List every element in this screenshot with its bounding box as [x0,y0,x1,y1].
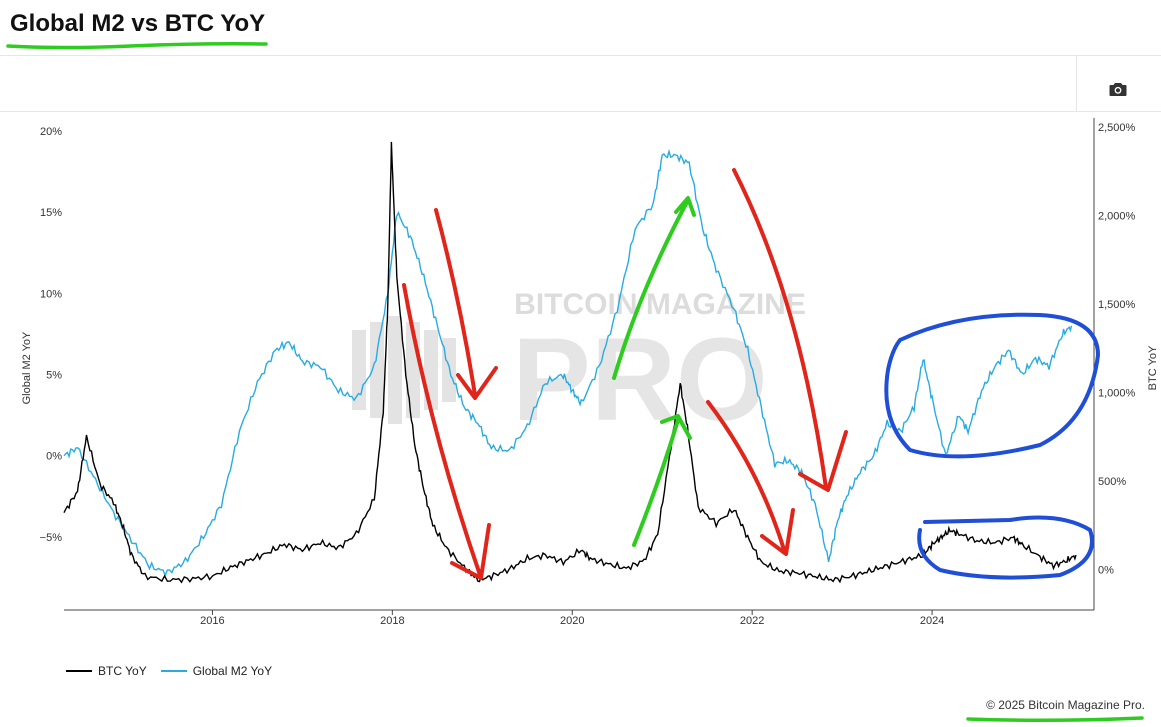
page-title: Global M2 vs BTC YoY [10,10,266,37]
copyright-text: © 2025 Bitcoin Magazine Pro. [986,698,1145,712]
right-axis-ticks: 2,500% 2,000% 1,500% 1,000% 500% 0% [1098,122,1136,576]
legend-item-btc-yoy[interactable]: BTC YoY [66,664,147,678]
copyright-underline-annotation [966,716,1144,723]
watermark-main-text: PRO [512,314,768,446]
watermark-top-text: BITCOIN MAGAZINE [514,288,806,321]
camera-icon[interactable] [1109,81,1131,101]
right-tick-label: 0% [1098,564,1114,576]
toolbar-divider [0,111,1161,112]
left-axis-label: Global M2 YoY [21,331,33,404]
right-tick-label: 2,500% [1098,122,1136,134]
watermark-bars [352,316,456,424]
hand-annotations [402,168,1100,580]
left-tick-label: 10% [40,288,62,300]
red-arrow-annotation [706,400,795,556]
right-axis-label: BTC YoY [1147,345,1159,390]
legend-label: Global M2 YoY [192,664,273,678]
red-arrow-annotation [732,168,848,492]
legend-label: BTC YoY [98,664,147,678]
left-axis-ticks: 20% 15% 10% 5% 0% −5% [40,126,63,544]
x-tick-label: 2016 [200,615,224,627]
right-tick-label: 1,000% [1098,387,1136,399]
blue-circle-annotation [884,312,1100,459]
legend-swatch-m2 [160,670,187,672]
x-tick-label: 2018 [380,615,404,627]
chart-legend: BTC YoY Global M2 YoY [66,664,272,678]
left-tick-label: 15% [40,207,62,219]
right-tick-label: 2,000% [1098,210,1136,222]
red-arrow-annotation [402,283,491,580]
blue-circle-annotation [917,515,1094,580]
green-arrow-annotation [632,414,692,547]
left-tick-label: 20% [40,126,62,138]
x-tick-label: 2024 [920,615,944,627]
right-tick-label: 500% [1098,476,1126,488]
title-underline-annotation [6,42,268,50]
x-tick-label: 2022 [740,615,764,627]
left-tick-label: −5% [40,532,63,544]
legend-swatch-btc [66,670,92,672]
right-tick-label: 1,500% [1098,299,1136,311]
btc-yoy-series-line [63,141,1077,584]
red-arrow-annotation [434,208,498,400]
x-tick-label: 2020 [560,615,584,627]
legend-item-global-m2-yoy[interactable]: Global M2 YoY [160,664,273,678]
header-divider [0,55,1161,56]
left-tick-label: 5% [46,370,62,382]
green-arrow-annotation [612,196,696,380]
x-axis-ticks: 2016 2018 2020 2022 2024 [200,610,944,627]
toolbar-panel [1076,56,1161,111]
global-m2-yoy-series-line [63,148,1073,578]
left-tick-label: 0% [46,451,62,463]
